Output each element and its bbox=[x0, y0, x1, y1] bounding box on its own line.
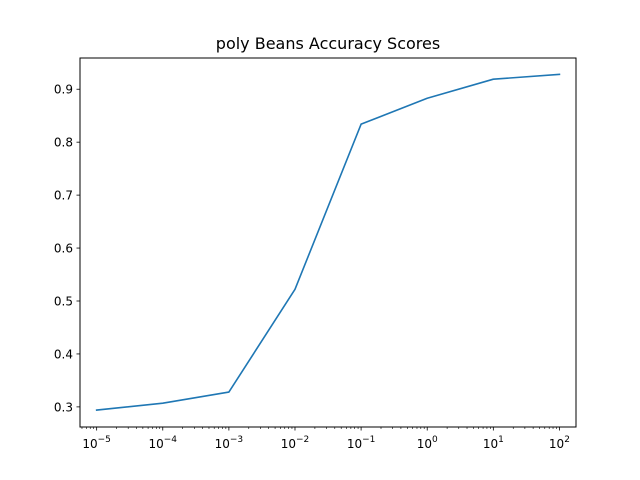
y-tick-label: 0.4 bbox=[54, 347, 73, 361]
x-tick-label: 10−5 bbox=[82, 435, 111, 451]
axes-frame bbox=[79, 57, 577, 428]
x-tick-label: 10−1 bbox=[347, 435, 376, 451]
plot-area: 10−5 10−4 10−3 10−2 10−1 100 101 102 0.3 0.4 0.5 0.… bbox=[54, 73, 570, 451]
y-tick-label: 0.9 bbox=[54, 83, 73, 97]
y-tick-label: 0.5 bbox=[54, 295, 73, 309]
y-tick-label: 0.7 bbox=[54, 189, 73, 203]
x-tick-label: 10−2 bbox=[281, 435, 310, 451]
x-tick-label: 102 bbox=[549, 435, 570, 451]
series-line bbox=[95, 73, 561, 411]
y-tick-label: 0.6 bbox=[54, 242, 73, 256]
chart-title: poly Beans Accuracy Scores bbox=[216, 34, 440, 53]
x-tick-label: 101 bbox=[483, 435, 504, 451]
x-tick-label: 10−4 bbox=[148, 435, 177, 451]
x-tick-label: 10−3 bbox=[215, 435, 244, 451]
y-tick-label: 0.8 bbox=[54, 136, 73, 150]
x-tick-label: 100 bbox=[417, 435, 438, 451]
y-tick-label: 0.3 bbox=[54, 400, 73, 414]
